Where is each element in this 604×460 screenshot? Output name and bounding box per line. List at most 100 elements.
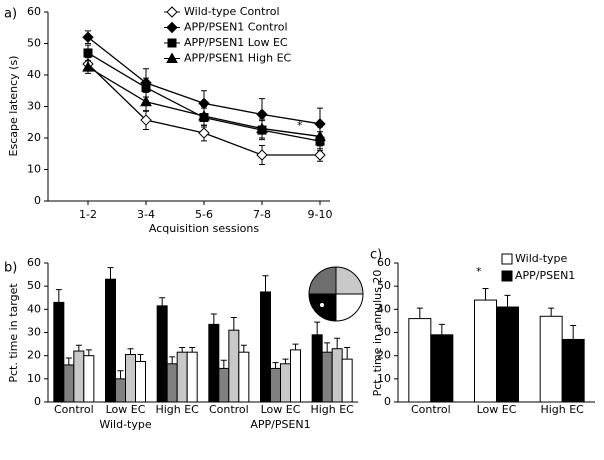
x-tick-label: 3-4 — [137, 208, 155, 221]
bar — [218, 367, 230, 403]
group-label: APP/PSEN1 — [250, 418, 310, 431]
y-tick-label: 60 — [27, 5, 41, 18]
error-bar — [292, 343, 299, 350]
x-tick-label: Control — [411, 403, 451, 416]
legend-swatch — [501, 270, 513, 282]
legend-marker — [166, 52, 178, 63]
error-bar — [220, 359, 227, 369]
data-point — [140, 114, 152, 126]
data-point — [198, 109, 210, 121]
x-tick-label: 9-10 — [308, 208, 333, 221]
bar — [341, 358, 353, 403]
legend-swatch — [501, 253, 513, 265]
x-tick-label: High EC — [540, 403, 584, 416]
legend-label: APP/PSEN1 — [515, 269, 575, 282]
x-tick-label: Low EC — [261, 403, 301, 416]
bar — [280, 363, 291, 403]
x-tick-label: High EC — [155, 403, 199, 416]
error-bar — [169, 356, 176, 364]
error-bar — [240, 344, 247, 353]
y-tick-label: 0 — [34, 395, 41, 408]
x-tick-label: 1-2 — [79, 208, 97, 221]
y-tick-label: 50 — [377, 279, 391, 292]
error-bar — [570, 325, 577, 340]
group-label: Wild-type — [99, 418, 152, 431]
x-axis-label: Acquisition sessions — [149, 222, 259, 235]
bar — [115, 378, 126, 403]
y-tick-label: 60 — [27, 256, 41, 269]
legend-marker — [166, 21, 178, 34]
data-point — [198, 127, 210, 139]
legend-label: Wild-type — [515, 252, 568, 265]
bar — [176, 351, 188, 403]
data-point — [256, 108, 268, 121]
bar — [539, 315, 563, 403]
error-bar — [65, 357, 72, 365]
bar — [260, 291, 271, 403]
data-point — [314, 149, 326, 161]
error-bar — [272, 362, 279, 369]
error-bar — [210, 313, 217, 325]
target-quadrant-icon — [308, 266, 364, 322]
bar — [125, 354, 136, 403]
bar — [53, 301, 65, 403]
data-point — [314, 130, 326, 141]
legend-label: APP/PSEN1 Control — [184, 21, 288, 34]
y-tick-label: 20 — [377, 349, 391, 362]
y-tick-label: 40 — [27, 302, 41, 315]
x-tick-label: 5-6 — [195, 208, 213, 221]
y-tick-label: 40 — [377, 302, 391, 315]
y-tick-label: 50 — [27, 279, 41, 292]
x-tick-label: Control — [209, 403, 249, 416]
error-bar — [75, 344, 82, 352]
error-bar — [334, 337, 341, 349]
error-bar — [55, 289, 62, 303]
y-axis-label: Escape latency (s) — [7, 56, 20, 157]
error-bar — [262, 275, 269, 292]
y-tick-label: 30 — [377, 326, 391, 339]
legend-label: Wild-type Control — [184, 5, 280, 18]
bar — [290, 349, 301, 403]
panel-label: b) — [4, 261, 17, 276]
error-bar — [85, 349, 92, 356]
data-point — [256, 149, 268, 161]
legend-label: APP/PSEN1 Low EC — [184, 36, 288, 49]
bar — [166, 363, 178, 403]
data-point — [82, 61, 94, 72]
x-tick-label: Control — [54, 403, 94, 416]
data-point — [82, 31, 94, 43]
y-axis-label: Pct. time in annulus 20 — [371, 270, 384, 397]
annotation: * — [476, 265, 482, 278]
bar — [430, 334, 454, 403]
bar — [73, 350, 85, 403]
x-tick-label: 7-8 — [253, 208, 271, 221]
bar — [238, 351, 250, 403]
bar — [228, 329, 240, 403]
bar — [105, 278, 116, 403]
panel-label: a) — [4, 7, 17, 22]
bar — [561, 338, 585, 403]
data-point — [83, 48, 93, 58]
y-tick-label: 0 — [384, 395, 391, 408]
y-tick-label: 60 — [377, 256, 391, 269]
bar — [311, 334, 323, 403]
bar — [474, 299, 497, 403]
error-bar — [230, 316, 237, 331]
legend-label: APP/PSEN1 High EC — [184, 52, 292, 65]
error-bar — [344, 347, 351, 360]
error-bar — [504, 294, 511, 308]
bar — [135, 360, 146, 403]
error-bar — [314, 321, 321, 335]
error-bar — [438, 323, 445, 335]
y-tick-label: 0 — [34, 194, 41, 207]
error-bar — [324, 342, 331, 353]
error-bar — [482, 287, 489, 301]
error-bar — [137, 354, 144, 362]
y-tick-label: 10 — [27, 163, 41, 176]
bar — [270, 367, 281, 403]
data-point — [141, 83, 151, 93]
legend-marker — [166, 6, 178, 18]
y-tick-label: 30 — [27, 326, 41, 339]
error-bar — [159, 297, 166, 306]
